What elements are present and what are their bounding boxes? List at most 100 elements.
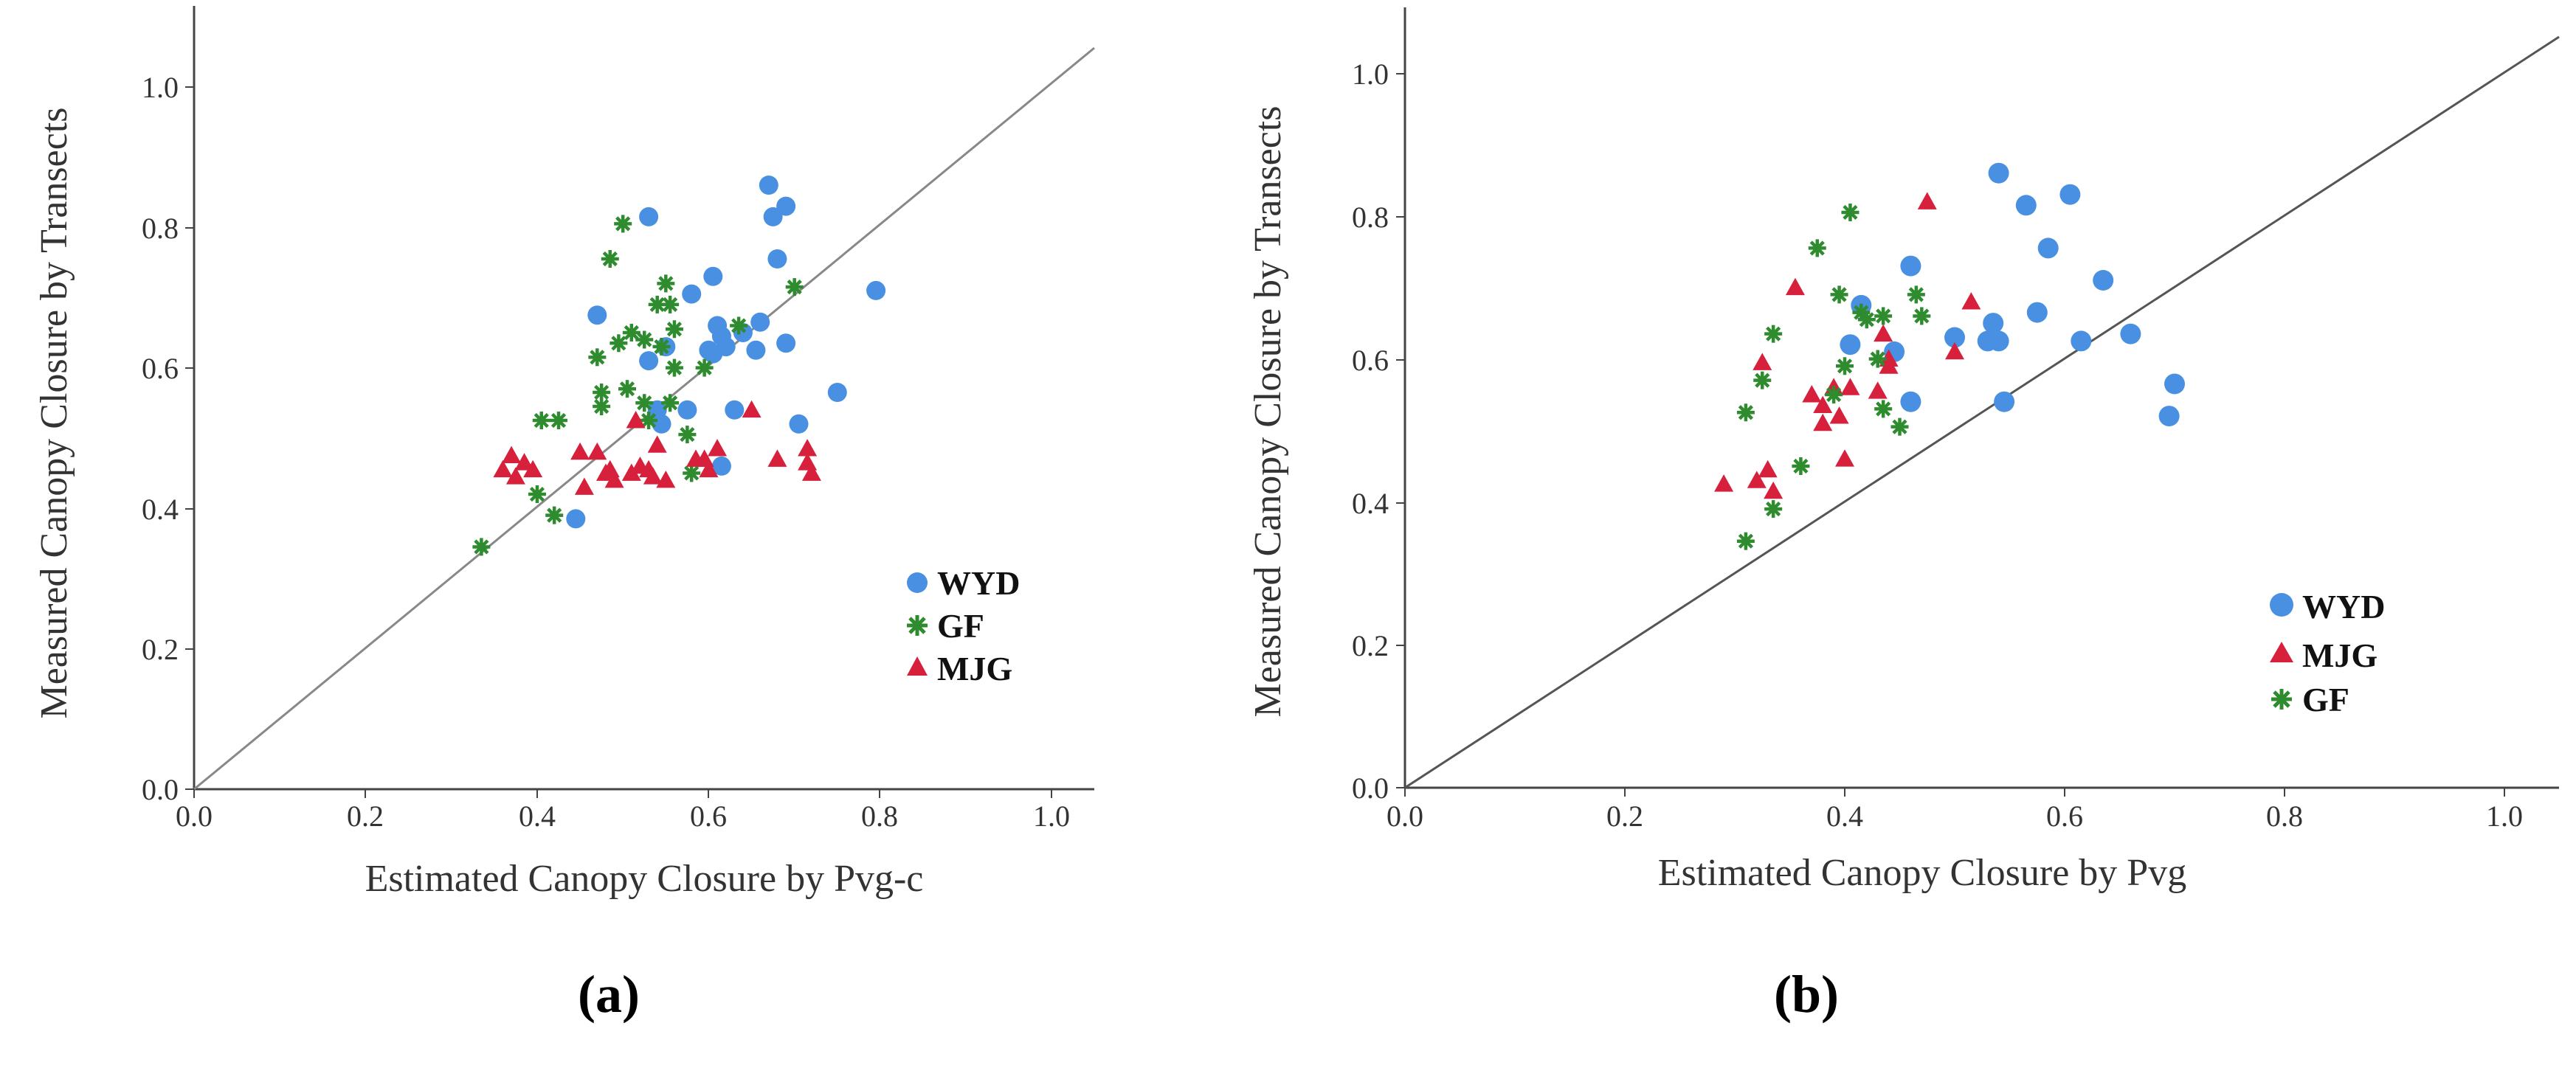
point-gf <box>1736 532 1755 550</box>
y-ticks: 0.0 0.2 0.4 0.6 0.8 1.0 <box>142 71 194 806</box>
data-points <box>1714 162 2185 550</box>
point-wyd <box>746 340 766 360</box>
point-gf <box>532 412 550 430</box>
point-mjg <box>1785 277 1805 296</box>
point-gf <box>614 215 632 233</box>
point-wyd <box>2164 373 2185 395</box>
legend-marker-gf <box>2271 689 2292 710</box>
x-axis-label: Estimated Canopy Closure by Pvg-c <box>365 858 924 900</box>
point-wyd <box>1840 334 1861 356</box>
point-mjg <box>742 400 762 418</box>
point-wyd <box>1900 391 1921 412</box>
point-mjg <box>587 442 607 460</box>
point-gf <box>665 358 683 377</box>
point-gf <box>1808 239 1826 257</box>
point-wyd <box>1983 313 2004 334</box>
point-wyd <box>1944 327 1965 348</box>
point-mjg <box>502 445 522 464</box>
point-mjg <box>600 460 620 478</box>
y-tick-label: 0.6 <box>1352 344 1389 377</box>
point-gf <box>640 412 658 430</box>
point-wyd <box>759 176 778 195</box>
legend: WYD MJG GF <box>2270 588 2385 718</box>
reference-line-1to1 <box>1404 35 2560 789</box>
point-gf <box>665 320 683 339</box>
point-gf <box>1907 285 1925 304</box>
point-mjg <box>1835 449 1854 467</box>
point-mjg <box>1714 474 1734 492</box>
point-mjg <box>514 453 534 471</box>
point-wyd <box>776 333 796 353</box>
point-wyd <box>1988 330 2009 352</box>
y-tick-label: 0.8 <box>142 212 179 245</box>
x-tick-label: 0.8 <box>861 800 898 833</box>
point-wyd <box>767 249 787 268</box>
point-gf <box>1913 307 1931 325</box>
y-tick-label: 0.4 <box>1352 487 1389 520</box>
point-wyd <box>2059 184 2081 205</box>
point-gf <box>1890 417 1909 436</box>
point-mjg <box>699 460 719 478</box>
y-tick-label: 0.4 <box>142 493 179 526</box>
y-tick-label: 0.6 <box>142 352 179 385</box>
y-tick-label: 0.2 <box>142 633 179 666</box>
y-tick-label: 1.0 <box>1352 58 1389 91</box>
legend-label: GF <box>2302 681 2349 718</box>
point-gf <box>1764 500 1783 519</box>
x-tick-label: 0.4 <box>1826 800 1863 833</box>
x-tick-label: 0.2 <box>347 800 384 833</box>
x-tick-label: 0.2 <box>1606 800 1643 833</box>
point-mjg <box>767 449 787 467</box>
point-gf <box>695 358 714 377</box>
panel-label-a: (a) <box>578 965 640 1024</box>
point-mjg <box>1813 395 1833 413</box>
point-mjg <box>1813 413 1833 431</box>
point-gf <box>1857 311 1876 329</box>
point-mjg <box>1874 324 1893 342</box>
x-ticks: 0.0 0.2 0.4 0.6 0.8 1.0 <box>176 789 1070 833</box>
point-gf <box>1792 457 1810 475</box>
point-gf <box>528 485 546 504</box>
point-mjg <box>570 442 590 460</box>
point-mjg <box>1868 381 1888 399</box>
point-gf <box>610 334 628 353</box>
point-mjg <box>1758 460 1778 478</box>
y-tick-label: 0.0 <box>142 773 179 806</box>
legend-label: WYD <box>937 564 1020 602</box>
x-tick-label: 0.0 <box>1387 800 1423 833</box>
data-points <box>472 176 886 556</box>
legend-label: GF <box>937 607 984 645</box>
point-gf <box>635 394 654 412</box>
point-mjg <box>1840 378 1860 395</box>
x-tick-label: 0.0 <box>176 800 213 833</box>
panel-a: 0.0 0.2 0.4 0.6 0.8 1.0 0.0 0.2 0.4 0.6 … <box>33 6 1095 1024</box>
point-wyd <box>2158 406 2180 427</box>
legend-marker-gf <box>907 615 928 636</box>
point-gf <box>618 380 637 398</box>
point-mjg <box>1802 385 1822 403</box>
point-gf <box>1874 307 1893 325</box>
point-wyd <box>1900 255 1921 277</box>
legend-label: MJG <box>2302 637 2378 674</box>
point-mjg <box>1764 481 1783 499</box>
x-axis-label: Estimated Canopy Closure by Pvg <box>1658 852 2186 894</box>
point-gf <box>545 506 564 524</box>
point-gf <box>785 278 804 297</box>
point-wyd <box>789 414 809 434</box>
point-wyd <box>2026 302 2048 323</box>
point-gf <box>622 324 640 342</box>
y-axis-label: Measured Canopy Closure by Transects <box>1247 105 1289 717</box>
point-mjg <box>1747 471 1767 488</box>
point-mjg <box>626 411 646 429</box>
point-wyd <box>711 456 731 476</box>
y-tick-label: 1.0 <box>142 71 179 104</box>
point-wyd <box>750 312 770 332</box>
point-mjg <box>798 439 818 457</box>
legend: WYD GF MJG <box>907 564 1020 687</box>
point-gf <box>1836 357 1854 375</box>
y-tick-label: 0.8 <box>1352 201 1389 234</box>
point-mjg <box>604 470 624 488</box>
point-wyd <box>677 400 697 420</box>
point-gf <box>635 330 654 349</box>
point-mjg <box>1961 292 1981 310</box>
